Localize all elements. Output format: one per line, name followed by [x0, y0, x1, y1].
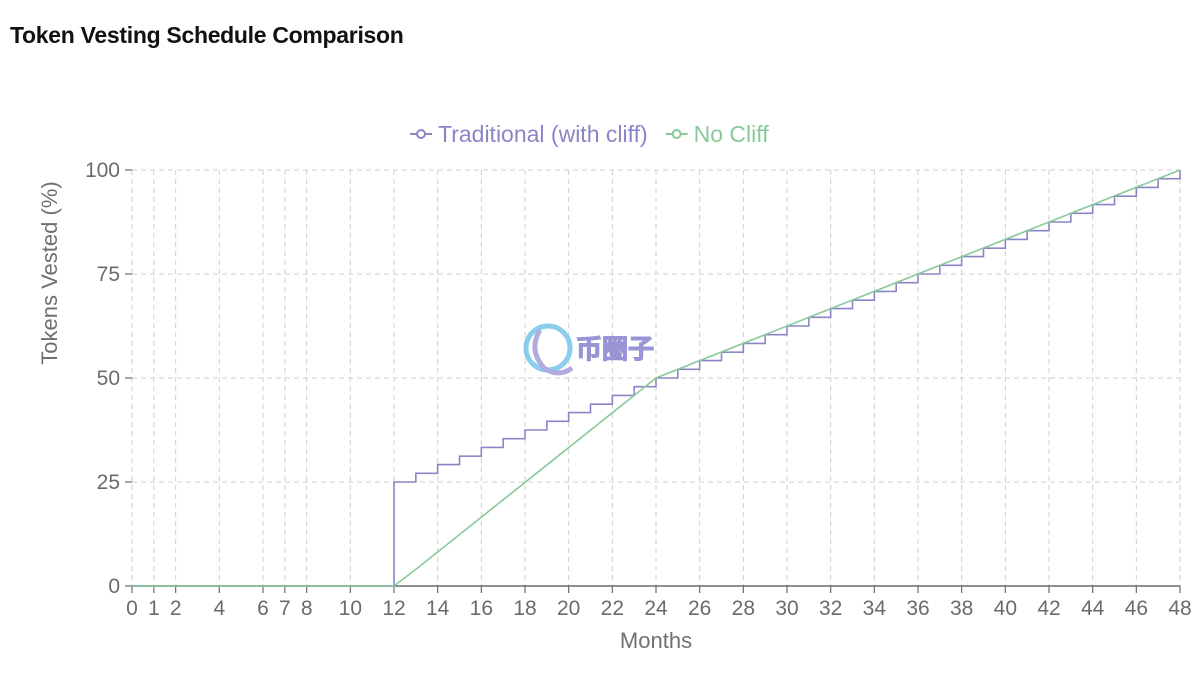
x-tick-label-10: 10: [339, 597, 362, 620]
x-tick-label-26: 26: [688, 597, 711, 620]
x-tick-label-20: 20: [557, 597, 580, 620]
x-tick-label-40: 40: [994, 597, 1017, 620]
page-title: Token Vesting Schedule Comparison: [10, 22, 404, 48]
watermark-swoosh-icon: [532, 328, 574, 376]
x-tick-label-36: 36: [906, 597, 929, 620]
x-tick-label-44: 44: [1081, 597, 1105, 620]
x-tick-label-48: 48: [1168, 597, 1191, 620]
x-tick-label-38: 38: [950, 597, 973, 620]
y-axis-title: Tokens Vested (%): [37, 181, 62, 364]
x-tick-label-32: 32: [819, 597, 842, 620]
legend-marker-icon-no-cliff: [671, 129, 682, 139]
y-tick-label-75: 75: [97, 263, 120, 286]
x-tick-label-0: 0: [126, 597, 138, 620]
x-tick-label-34: 34: [863, 597, 887, 620]
series-layer: [132, 169, 1181, 587]
y-tick-label-25: 25: [97, 471, 120, 494]
x-tick-label-30: 30: [775, 597, 798, 620]
x-axis-title: Months: [620, 628, 692, 653]
x-tick-label-46: 46: [1125, 597, 1148, 620]
watermark: 币圈子: [523, 323, 655, 376]
x-tick-label-12: 12: [382, 597, 405, 620]
x-tick-label-6: 6: [257, 597, 269, 620]
x-tick-label-24: 24: [644, 597, 668, 620]
x-tick-label-4: 4: [213, 597, 225, 620]
legend-item-no-cliff[interactable]: No Cliff: [665, 121, 770, 147]
x-tick-label-1: 1: [148, 597, 160, 620]
y-tick-label-0: 0: [108, 575, 120, 598]
x-axis-ticks: 0 1 2 4 6 7 8 10 12 14 16 18 20 22 24 26 28 30 32 34 36 38 40 4…: [126, 586, 1192, 620]
x-tick-label-8: 8: [301, 597, 313, 620]
legend-label-no-cliff: No Cliff: [694, 121, 770, 147]
y-tick-label-100: 100: [85, 159, 120, 182]
watermark-text: 币圈子: [576, 335, 654, 365]
x-tick-label-16: 16: [470, 597, 493, 620]
series-line-traditional: [132, 170, 1181, 587]
x-tick-label-2: 2: [170, 597, 182, 620]
y-axis-ticks: 0 25 50 75 100: [85, 159, 132, 598]
x-tick-label-22: 22: [601, 597, 624, 620]
legend-label-traditional: Traditional (with cliff): [438, 121, 648, 147]
y-tick-label-50: 50: [97, 367, 120, 390]
chart-legend[interactable]: Traditional (with cliff) No Cliff: [410, 121, 769, 147]
legend-marker-icon-traditional: [416, 129, 426, 139]
x-tick-label-28: 28: [732, 597, 755, 620]
series-line-no-cliff: [132, 169, 1181, 587]
x-tick-label-18: 18: [513, 597, 536, 620]
x-tick-label-7: 7: [279, 597, 291, 620]
x-tick-label-42: 42: [1037, 597, 1060, 620]
legend-item-traditional[interactable]: Traditional (with cliff): [410, 121, 648, 147]
x-tick-label-14: 14: [426, 597, 450, 620]
